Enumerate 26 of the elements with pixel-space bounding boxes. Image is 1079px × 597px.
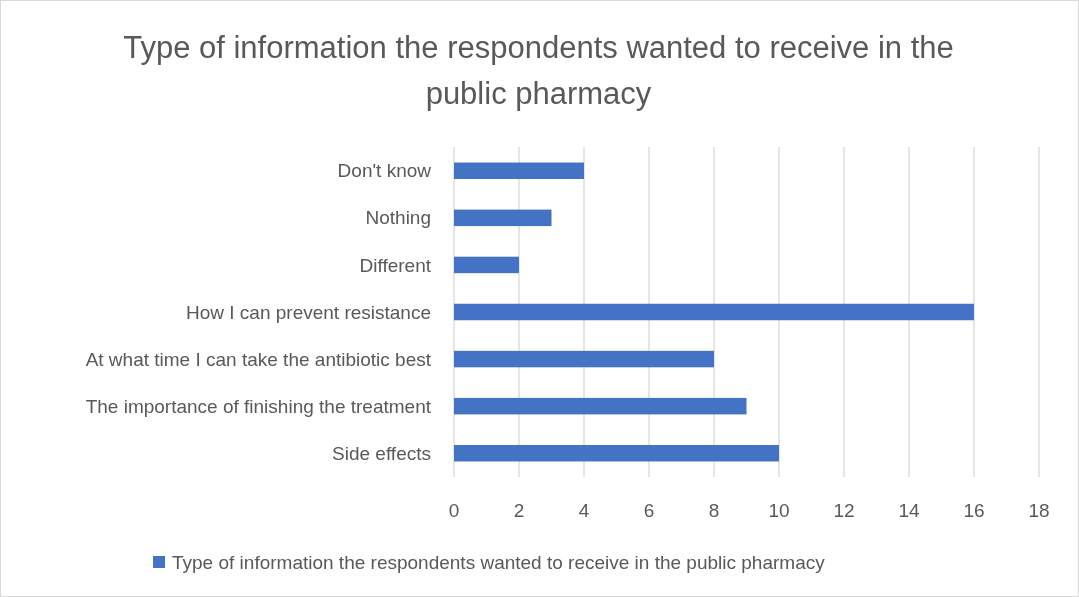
y-tick-label: Different [359, 254, 432, 276]
bar [454, 209, 552, 227]
y-tick-label: Don't know [337, 160, 432, 182]
x-tick-label: 12 [833, 499, 855, 521]
bar [454, 397, 747, 415]
x-tick-label: 0 [448, 499, 460, 521]
x-tick-label: 18 [1028, 499, 1050, 521]
bar [454, 303, 974, 321]
x-tick-label: 14 [898, 499, 920, 521]
x-tick-label: 10 [768, 499, 790, 521]
chart-title: Type of information the respondents wanted to receive in the public pharmacy [123, 30, 954, 111]
x-tick-label: 2 [513, 499, 525, 521]
x-tick-label: 6 [643, 499, 655, 521]
bar [454, 444, 779, 462]
x-tick-label: 8 [708, 499, 720, 521]
y-tick-label: How I can prevent resistance [185, 301, 431, 323]
x-tick-label: 16 [963, 499, 985, 521]
legend-label: Type of information the respondents wanted to receive in the public pharmacy [172, 551, 826, 573]
bar [454, 256, 519, 274]
bar [454, 350, 714, 368]
y-tick-label: The importance of finishing the treatment [85, 395, 432, 417]
x-tick-label: 4 [578, 499, 590, 521]
y-tick-label: At what time I can take the antibiotic best [85, 348, 432, 370]
y-tick-label: Nothing [365, 207, 431, 229]
bar [454, 162, 584, 180]
y-tick-label: Side effects [332, 442, 431, 464]
